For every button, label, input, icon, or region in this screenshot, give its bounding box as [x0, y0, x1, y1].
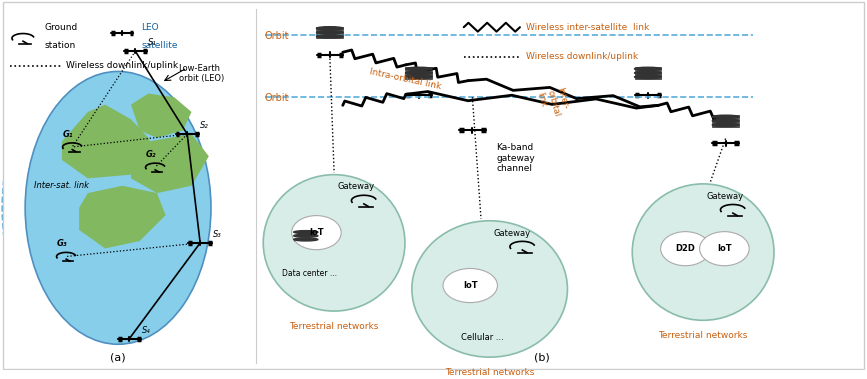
FancyBboxPatch shape	[635, 67, 662, 70]
Ellipse shape	[635, 71, 662, 75]
Text: IoT: IoT	[717, 244, 732, 253]
FancyBboxPatch shape	[316, 35, 343, 38]
Ellipse shape	[713, 115, 739, 118]
Ellipse shape	[406, 75, 432, 78]
FancyBboxPatch shape	[406, 67, 432, 70]
Ellipse shape	[635, 75, 662, 78]
Text: Wireless downlink/uplink: Wireless downlink/uplink	[66, 61, 179, 70]
FancyBboxPatch shape	[635, 71, 662, 75]
Text: Ka-band
gateway
channel: Ka-band gateway channel	[497, 143, 535, 173]
Text: (b): (b)	[534, 353, 550, 363]
Text: Terrestrial networks: Terrestrial networks	[658, 331, 748, 340]
FancyBboxPatch shape	[3, 3, 864, 369]
FancyBboxPatch shape	[406, 75, 432, 78]
FancyBboxPatch shape	[316, 27, 343, 30]
Text: S₁: S₁	[148, 39, 157, 47]
Text: Wireless inter-satellite  link: Wireless inter-satellite link	[526, 23, 649, 32]
Text: LEO: LEO	[141, 23, 159, 32]
FancyBboxPatch shape	[713, 119, 739, 122]
Text: S₂: S₂	[200, 121, 209, 130]
Text: Gateway: Gateway	[707, 192, 744, 200]
FancyBboxPatch shape	[713, 115, 739, 118]
FancyBboxPatch shape	[294, 230, 318, 233]
Text: (a): (a)	[110, 353, 126, 363]
Text: Terrestrial networks: Terrestrial networks	[290, 322, 379, 331]
Text: Inter-
orbital
link: Inter- orbital link	[536, 86, 571, 120]
Text: Orbit: Orbit	[265, 93, 290, 103]
Text: station: station	[44, 41, 75, 50]
FancyBboxPatch shape	[635, 75, 662, 78]
Ellipse shape	[294, 238, 318, 241]
Ellipse shape	[406, 71, 432, 75]
Ellipse shape	[294, 234, 318, 237]
FancyBboxPatch shape	[713, 123, 739, 127]
Text: Low-Earth
orbit (LEO): Low-Earth orbit (LEO)	[179, 64, 224, 83]
Text: G₂: G₂	[146, 150, 156, 159]
Text: Terrestrial networks: Terrestrial networks	[445, 368, 534, 377]
Ellipse shape	[632, 184, 774, 320]
Ellipse shape	[713, 119, 739, 122]
Ellipse shape	[264, 175, 405, 311]
Text: satellite: satellite	[141, 41, 178, 50]
FancyBboxPatch shape	[294, 234, 318, 237]
Text: Gateway: Gateway	[493, 229, 531, 238]
Polygon shape	[131, 94, 192, 138]
Ellipse shape	[316, 27, 343, 30]
Text: IoT: IoT	[309, 228, 323, 237]
Ellipse shape	[294, 230, 318, 233]
Text: Orbit: Orbit	[265, 31, 290, 41]
Text: Intra-orbital link: Intra-orbital link	[368, 67, 442, 91]
Ellipse shape	[25, 71, 211, 344]
Text: G₃: G₃	[56, 240, 67, 248]
Text: Data center ...: Data center ...	[282, 269, 336, 278]
FancyBboxPatch shape	[294, 238, 318, 241]
Ellipse shape	[316, 31, 343, 34]
Text: S₄: S₄	[142, 326, 151, 335]
FancyBboxPatch shape	[316, 31, 343, 34]
Ellipse shape	[713, 123, 739, 127]
Text: Gateway: Gateway	[337, 182, 375, 191]
Polygon shape	[131, 134, 209, 193]
Polygon shape	[79, 186, 166, 248]
Text: IoT: IoT	[463, 281, 478, 290]
Polygon shape	[62, 105, 157, 179]
Ellipse shape	[406, 67, 432, 70]
Text: D2D: D2D	[675, 244, 695, 253]
Ellipse shape	[412, 221, 568, 357]
Ellipse shape	[661, 232, 710, 266]
Ellipse shape	[291, 216, 342, 250]
Ellipse shape	[443, 268, 498, 302]
Text: Inter-sat. link: Inter-sat. link	[34, 181, 89, 190]
Text: Cellular ...: Cellular ...	[460, 333, 503, 342]
Text: G₁: G₁	[62, 130, 73, 139]
Ellipse shape	[700, 232, 749, 266]
Text: S₃: S₃	[213, 230, 222, 239]
Text: Wireless downlink/uplink: Wireless downlink/uplink	[526, 52, 638, 61]
FancyBboxPatch shape	[406, 71, 432, 75]
Text: Ground: Ground	[44, 23, 78, 32]
Ellipse shape	[635, 67, 662, 70]
Ellipse shape	[316, 35, 343, 38]
